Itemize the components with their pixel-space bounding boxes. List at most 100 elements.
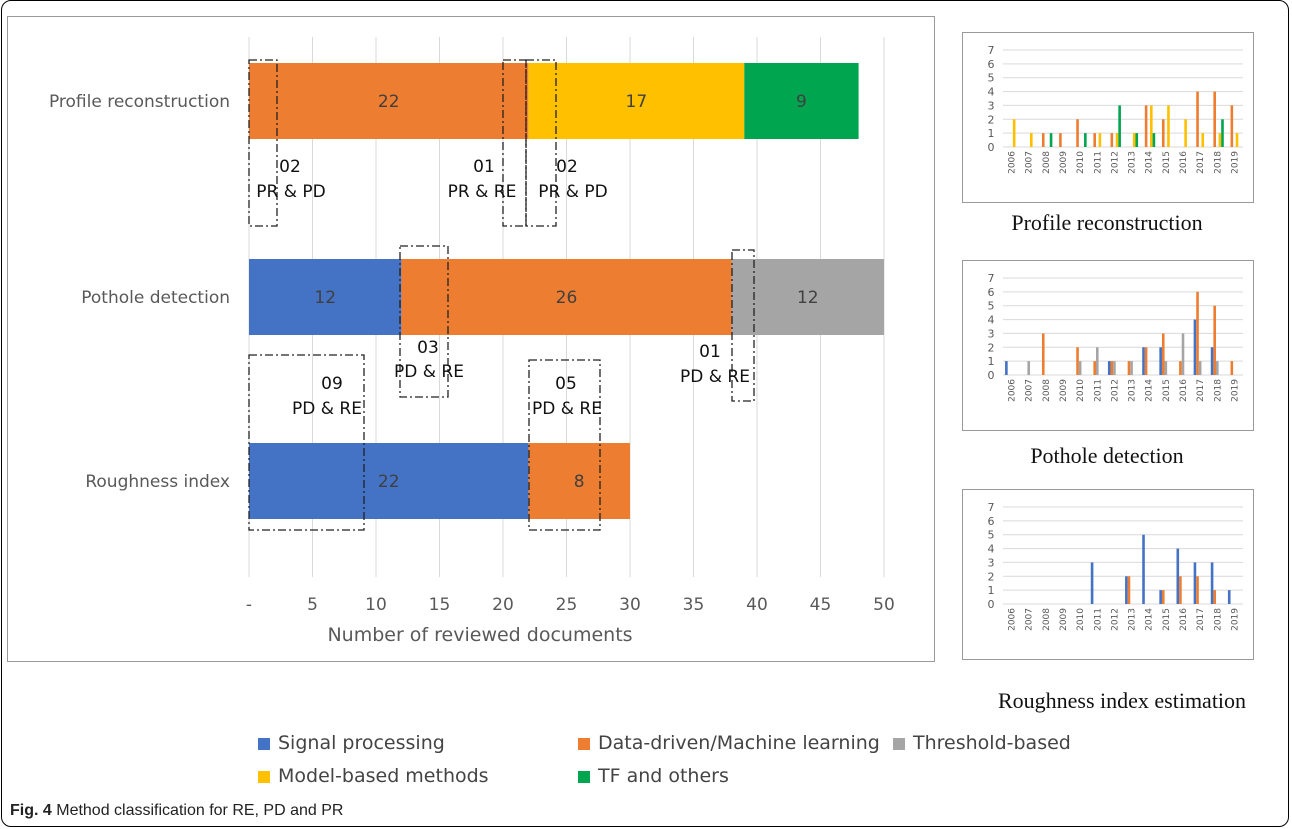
- annotation-count: 01: [699, 342, 721, 362]
- category-label: Pothole detection: [81, 288, 230, 308]
- bar: [1196, 576, 1199, 604]
- bar: [1041, 333, 1045, 375]
- bar: [1210, 562, 1214, 604]
- data-label: 22: [378, 472, 400, 492]
- legend-item-model: Model-based methods: [258, 765, 489, 787]
- x-tick-label: 2016: [1179, 608, 1189, 631]
- bar: [1176, 548, 1180, 604]
- x-tick-label: 2008: [1042, 608, 1052, 631]
- category-label: Profile reconstruction: [49, 92, 230, 112]
- x-tick-label: 2017: [1196, 151, 1206, 174]
- data-label: 26: [556, 288, 578, 308]
- x-tick-label: 2018: [1213, 151, 1223, 174]
- y-tick-label: 6: [988, 286, 995, 299]
- x-tick-label: 2009: [1059, 151, 1069, 174]
- bar: [1230, 105, 1234, 147]
- bar: [1127, 576, 1131, 604]
- annotation-count: 01: [473, 157, 495, 177]
- data-label: 22: [378, 92, 400, 112]
- category-label: Roughness index: [85, 472, 230, 492]
- bar-segment: [528, 63, 745, 139]
- bar: [1132, 133, 1136, 147]
- x-tick-label: 25: [556, 595, 578, 615]
- bar: [1142, 347, 1145, 375]
- y-tick-label: 7: [988, 272, 995, 285]
- bar: [1218, 133, 1222, 147]
- annotation-count: 05: [555, 374, 577, 394]
- bar: [1179, 361, 1182, 375]
- annotation-text: PR & RE: [448, 182, 517, 202]
- annotation-text: PD & RE: [394, 362, 464, 382]
- x-tick-label: 2019: [1230, 151, 1240, 174]
- caption-label: Fig. 4: [10, 802, 52, 819]
- x-tick-label: 2006: [1008, 608, 1018, 631]
- x-tick-label: 2012: [1110, 608, 1120, 631]
- bar: [1227, 590, 1231, 604]
- bar: [1027, 361, 1031, 375]
- x-tick-label: 2007: [1025, 608, 1035, 631]
- overlap-box: [399, 245, 449, 398]
- bar: [1107, 361, 1111, 375]
- bar: [1193, 562, 1197, 604]
- y-tick-label: 5: [988, 72, 995, 85]
- bar: [1213, 590, 1216, 604]
- y-tick-label: 5: [988, 529, 995, 542]
- mini-chart-profile-title: Profile reconstruction: [1011, 210, 1203, 235]
- x-tick-label: 2007: [1025, 379, 1035, 402]
- x-tick-label: 2019: [1230, 608, 1240, 631]
- x-tick-label: 2014: [1145, 151, 1155, 174]
- bar: [1184, 119, 1187, 147]
- bar-segment: [249, 259, 402, 335]
- legend-label-model: Model-based methods: [278, 765, 489, 787]
- bar: [1193, 319, 1197, 375]
- y-tick-label: 7: [988, 501, 995, 514]
- bar: [1150, 105, 1153, 147]
- bar: [1159, 590, 1162, 604]
- legend-label-threshold: Threshold-based: [913, 732, 1071, 754]
- bar: [1059, 133, 1062, 147]
- x-tick-label: 2018: [1213, 608, 1223, 631]
- bar: [1235, 133, 1239, 147]
- x-tick-label: 35: [683, 595, 705, 615]
- bar: [1201, 133, 1205, 147]
- bar: [1152, 133, 1156, 147]
- bar: [1113, 361, 1116, 375]
- x-tick-label: 2007: [1025, 151, 1035, 174]
- bar: [1115, 133, 1119, 147]
- x-tick-label: 2013: [1128, 151, 1138, 174]
- y-tick-label: 5: [988, 300, 995, 313]
- x-tick-label: 2010: [1076, 379, 1086, 402]
- x-tick-label: 10: [365, 595, 387, 615]
- bar: [1181, 333, 1185, 375]
- y-tick-label: 2: [988, 570, 995, 583]
- bar: [1130, 361, 1133, 375]
- data-label: 17: [626, 92, 648, 112]
- x-tick-label: 2011: [1093, 151, 1103, 174]
- x-tick-label: 30: [619, 595, 641, 615]
- bar: [1118, 105, 1121, 147]
- y-tick-label: 6: [988, 515, 995, 528]
- x-tick-label: 5: [307, 595, 318, 615]
- x-axis-label: Number of reviewed documents: [327, 624, 632, 646]
- x-tick-label: 2010: [1076, 151, 1086, 174]
- bar: [1049, 133, 1053, 147]
- x-tick-label: 15: [429, 595, 451, 615]
- bar: [1167, 105, 1170, 147]
- x-tick-label: 40: [746, 595, 768, 615]
- bar-segment: [249, 443, 529, 519]
- y-tick-label: 1: [988, 584, 995, 597]
- x-tick-label: 2016: [1179, 151, 1189, 174]
- bar: [1198, 361, 1202, 375]
- y-tick-label: 3: [988, 556, 995, 569]
- legend-item-threshold: Threshold-based: [893, 732, 1071, 754]
- bar: [1135, 133, 1139, 147]
- x-tick-label: 2015: [1162, 379, 1172, 402]
- annotation-count: 03: [417, 338, 439, 358]
- y-tick-label: 4: [988, 314, 995, 327]
- bar: [1179, 576, 1182, 604]
- bar: [1125, 576, 1128, 604]
- bar: [1012, 119, 1016, 147]
- bar: [1142, 534, 1145, 604]
- bar: [1093, 361, 1096, 375]
- x-tick-label: 2006: [1008, 151, 1018, 174]
